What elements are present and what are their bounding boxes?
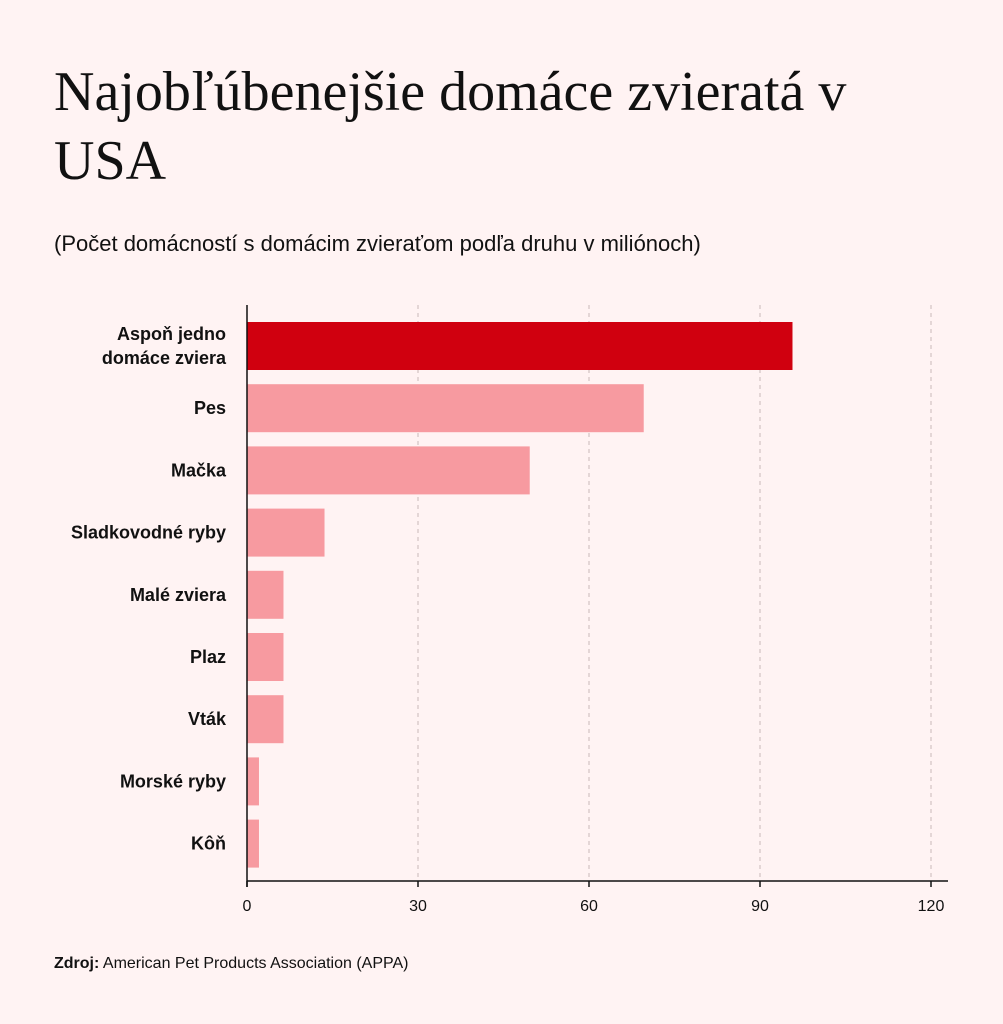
- chart-title: Najobľúbenejšie domáce zvieratá v USA: [54, 61, 847, 192]
- category-label-6: Vták: [188, 709, 227, 729]
- category-label-7: Morské ryby: [120, 771, 226, 791]
- bar-3: [247, 508, 325, 557]
- category-label-3: Sladkovodné ryby: [71, 523, 226, 543]
- x-tick-label-30: 30: [409, 898, 427, 915]
- category-label-5: Plaz: [190, 647, 226, 667]
- category-label-8: Kôň: [191, 834, 226, 854]
- chart-subtitle: (Počet domácností s domácim zvieraťom po…: [54, 231, 701, 256]
- x-tick-label-0: 0: [243, 898, 252, 915]
- bar-2: [247, 446, 530, 495]
- x-tick-label-120: 120: [918, 898, 945, 915]
- source-label: Zdroj:: [54, 955, 100, 972]
- category-label-4: Malé zviera: [130, 585, 227, 605]
- category-label-1: Pes: [194, 398, 226, 418]
- source-note: Zdroj: American Pet Products Association…: [54, 955, 409, 973]
- bar-0: [247, 322, 793, 370]
- bar-5: [247, 633, 284, 681]
- bar-8: [247, 819, 259, 868]
- bar-6: [247, 695, 284, 744]
- x-tick-label-60: 60: [580, 898, 598, 915]
- category-label-0: Aspoň jedno domáce zviera: [102, 324, 227, 368]
- bar-7: [247, 757, 259, 806]
- x-tick-label-90: 90: [751, 898, 769, 915]
- bar-4: [247, 570, 284, 619]
- source-text: American Pet Products Association (APPA): [102, 955, 409, 972]
- category-label-2: Mačka: [171, 460, 227, 480]
- bar-1: [247, 384, 644, 433]
